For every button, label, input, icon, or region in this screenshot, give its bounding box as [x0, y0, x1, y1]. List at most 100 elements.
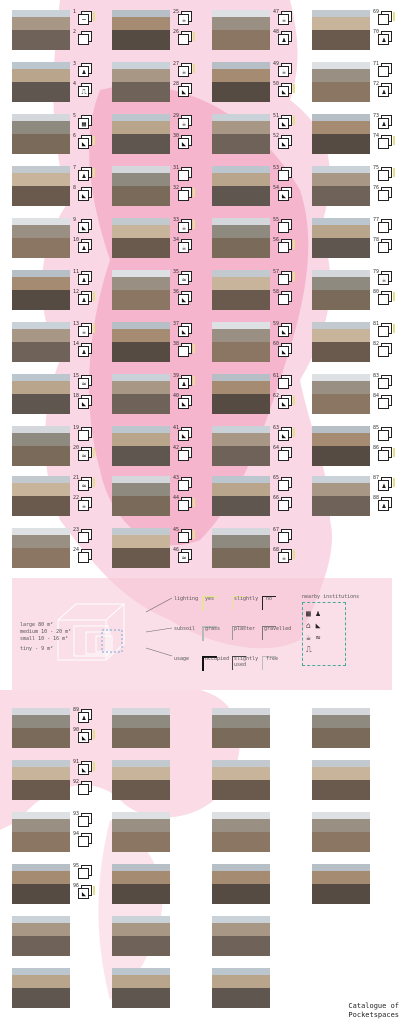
entry-number: 93 — [73, 811, 80, 817]
lighting-indicator — [93, 12, 95, 21]
entry-marker-cube: ≈ — [78, 477, 92, 494]
entry-marker-cube: ♟ — [378, 115, 392, 132]
wave-icon: ≈ — [181, 554, 187, 562]
entry-number: 91 — [73, 759, 80, 765]
entry-number: 84 — [373, 393, 380, 399]
entry-marker-cube — [378, 187, 392, 204]
entry-marker-cube: ☕ — [178, 11, 192, 28]
entry-number: 9 — [73, 217, 77, 223]
entry-number: 79 — [373, 269, 380, 275]
lighting-indicator — [93, 136, 95, 145]
entry-number: 18 — [73, 393, 80, 399]
box-icon — [80, 534, 88, 542]
legend-panel: large 80 m² medium 10 - 20 m² small 10 -… — [12, 578, 392, 690]
pocketspace-photo — [312, 322, 370, 362]
entry-number: 78 — [373, 237, 380, 243]
entry-marker-cube: ◣ — [178, 83, 192, 100]
entry-marker-cube — [378, 447, 392, 464]
entry-marker-cube — [78, 781, 92, 798]
pocketspace-photo — [112, 476, 170, 516]
catalogue-title: Catalogue of Pocketspaces — [348, 1002, 399, 1020]
entry-marker-cube: ☕ — [278, 549, 292, 566]
entry-number: 62 — [273, 393, 280, 399]
entry-marker-cube: ◣ — [178, 427, 192, 444]
entry-number: 87 — [373, 475, 380, 481]
entry-number: 22 — [73, 495, 80, 501]
entry-marker-cube — [278, 271, 292, 288]
entry-marker-cube — [178, 497, 192, 514]
entry-number: 12 — [73, 289, 80, 295]
lighting-indicator — [293, 272, 295, 281]
slide-icon: ◣ — [281, 328, 287, 336]
box-icon — [180, 482, 188, 490]
entry-number: 86 — [373, 445, 380, 451]
pocketspace-photo — [212, 10, 270, 50]
lighting-indicator — [393, 136, 395, 145]
entry-number: 82 — [373, 341, 380, 347]
people-icon: ♟ — [281, 36, 287, 44]
entry-marker-cube — [278, 239, 292, 256]
box-icon — [380, 244, 388, 252]
lighting-indicator — [193, 530, 195, 539]
pocketspace-photo — [312, 270, 370, 310]
entry-number: 13 — [73, 321, 80, 327]
cup-icon: ☕ — [81, 502, 87, 510]
slide-icon: ◣ — [81, 766, 87, 774]
pocketspace-photo — [112, 528, 170, 568]
legend-connector-lines — [145, 597, 173, 657]
slide-icon: ◣ — [281, 140, 287, 148]
pocketspace-photo — [112, 916, 170, 956]
slide-icon: ◣ — [181, 88, 187, 96]
entry-number: 35 — [173, 269, 180, 275]
entry-marker-cube: ☕ — [178, 219, 192, 236]
cup-icon: ☕ — [181, 224, 187, 232]
pocketspace-photo — [12, 10, 70, 50]
box-icon — [380, 432, 388, 440]
entry-number: 58 — [273, 289, 280, 295]
lighting-indicator — [193, 32, 195, 41]
people-icon: ♟ — [381, 36, 387, 44]
entry-marker-cube: ◣ — [178, 323, 192, 340]
slide-icon: ◣ — [281, 400, 287, 408]
entry-marker-cube — [178, 167, 192, 184]
entry-number: 3 — [73, 61, 77, 67]
pocketspace-photo — [112, 374, 170, 414]
wave-icon: ≈ — [181, 276, 187, 284]
slide-icon: ◣ — [81, 192, 87, 200]
pocketspace-photo — [12, 426, 70, 466]
entry-marker-cube — [78, 31, 92, 48]
box-icon — [380, 192, 388, 200]
entry-number: 48 — [273, 29, 280, 35]
ui-wave-icon: ~ — [81, 16, 87, 24]
entry-marker-cube: ◣ — [78, 395, 92, 412]
box-icon — [80, 432, 88, 440]
subsoil-grass-swatch — [202, 626, 217, 641]
box-icon — [380, 328, 388, 336]
lighting-indicator — [393, 168, 395, 177]
entry-number: 83 — [373, 373, 380, 379]
slide-icon: ◣ — [281, 432, 287, 440]
pocketspace-photo — [212, 760, 270, 800]
lighting-indicator — [393, 448, 395, 457]
pocketspace-photo — [212, 968, 270, 1008]
pocketspace-photo — [212, 812, 270, 852]
entry-marker-cube — [178, 529, 192, 546]
entry-marker-cube — [278, 529, 292, 546]
entry-number: 67 — [273, 527, 280, 533]
lighting-slightly-swatch — [232, 596, 246, 610]
entry-number: 8 — [73, 185, 77, 191]
pocketspace-photo — [112, 760, 170, 800]
pocketspace-photo — [312, 114, 370, 154]
pocketspace-photo — [212, 62, 270, 102]
entry-number: 23 — [73, 527, 80, 533]
pocketspace-photo — [112, 426, 170, 466]
entry-number: 64 — [273, 445, 280, 451]
lighting-indicator — [393, 292, 395, 301]
entry-number: 81 — [373, 321, 380, 327]
cup-icon: ☕ — [281, 68, 287, 76]
wave-icon: ≈ — [81, 380, 87, 388]
lighting-indicator — [93, 730, 95, 739]
lighting-yes-swatch — [202, 596, 217, 611]
pocketspace-photo — [12, 812, 70, 852]
entry-marker-cube: ♟ — [178, 375, 192, 392]
